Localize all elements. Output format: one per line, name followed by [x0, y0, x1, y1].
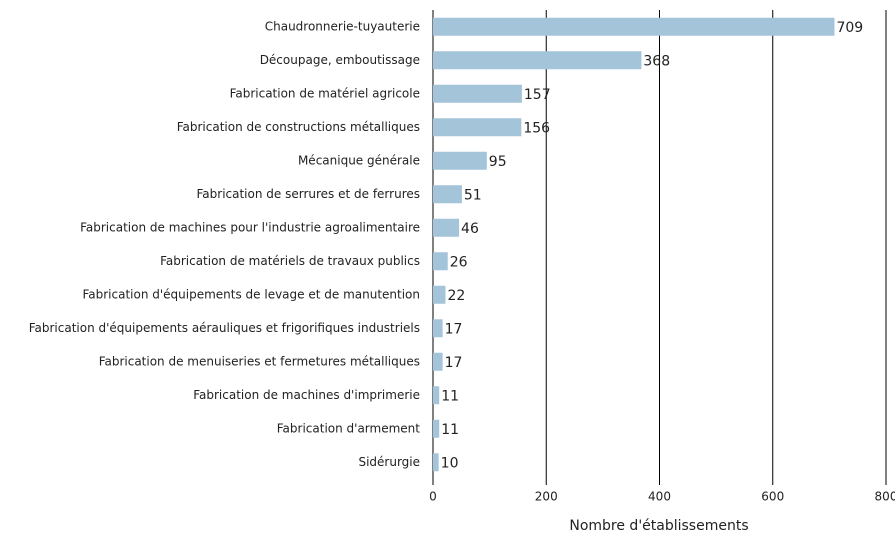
x-tick-label: 200 — [535, 490, 558, 504]
bar — [433, 285, 446, 304]
x-axis-title: Nombre d'établissements — [569, 518, 748, 534]
y-tick-label: Fabrication de constructions métalliques — [177, 120, 420, 134]
value-label: 11 — [441, 388, 459, 404]
bar — [433, 51, 642, 70]
bar — [433, 118, 522, 137]
value-label: 22 — [447, 288, 465, 304]
value-label: 51 — [464, 187, 482, 203]
y-tick-label: Fabrication d'équipements de levage et d… — [82, 287, 420, 301]
y-tick-label: Fabrication d'équipements aérauliques et… — [29, 321, 420, 335]
bar — [433, 218, 460, 237]
y-tick-label: Mécanique générale — [298, 153, 420, 167]
y-tick-label: Découpage, emboutissage — [260, 53, 420, 67]
y-tick-label: Fabrication de machines d'imprimerie — [193, 388, 420, 402]
y-tick-label: Fabrication de machines pour l'industrie… — [80, 220, 420, 234]
value-label: 17 — [445, 321, 463, 337]
value-label: 10 — [441, 455, 459, 471]
bar — [433, 386, 440, 405]
bar — [433, 352, 443, 371]
y-tick-label: Fabrication de matériels de travaux publ… — [160, 254, 420, 268]
x-tick-label: 800 — [875, 490, 895, 504]
value-label: 368 — [643, 53, 670, 69]
bar — [433, 319, 443, 338]
value-label: 95 — [489, 154, 507, 170]
bar — [433, 185, 462, 204]
y-tick-label: Fabrication de serrures et de ferrures — [196, 187, 420, 201]
bar — [433, 419, 440, 438]
value-label: 46 — [461, 221, 479, 237]
y-tick-label: Chaudronnerie-tuyauterie — [265, 19, 420, 33]
bar — [433, 17, 835, 36]
y-tick-label: Fabrication de matériel agricole — [230, 86, 420, 100]
value-label: 156 — [523, 120, 550, 136]
x-tick-label: 0 — [429, 490, 437, 504]
y-tick-label: Fabrication de menuiseries et fermetures… — [99, 354, 420, 368]
bar — [433, 252, 448, 271]
bar — [433, 84, 522, 103]
y-tick-label: Fabrication d'armement — [277, 421, 421, 435]
value-label: 709 — [836, 20, 863, 36]
bar — [433, 151, 487, 170]
value-label: 157 — [524, 87, 551, 103]
value-label: 17 — [445, 355, 463, 371]
x-tick-label: 600 — [761, 490, 784, 504]
y-tick-label: Sidérurgie — [358, 455, 420, 469]
bar — [433, 453, 439, 472]
value-label: 11 — [441, 422, 459, 438]
x-tick-label: 400 — [648, 490, 671, 504]
value-label: 26 — [450, 254, 468, 270]
